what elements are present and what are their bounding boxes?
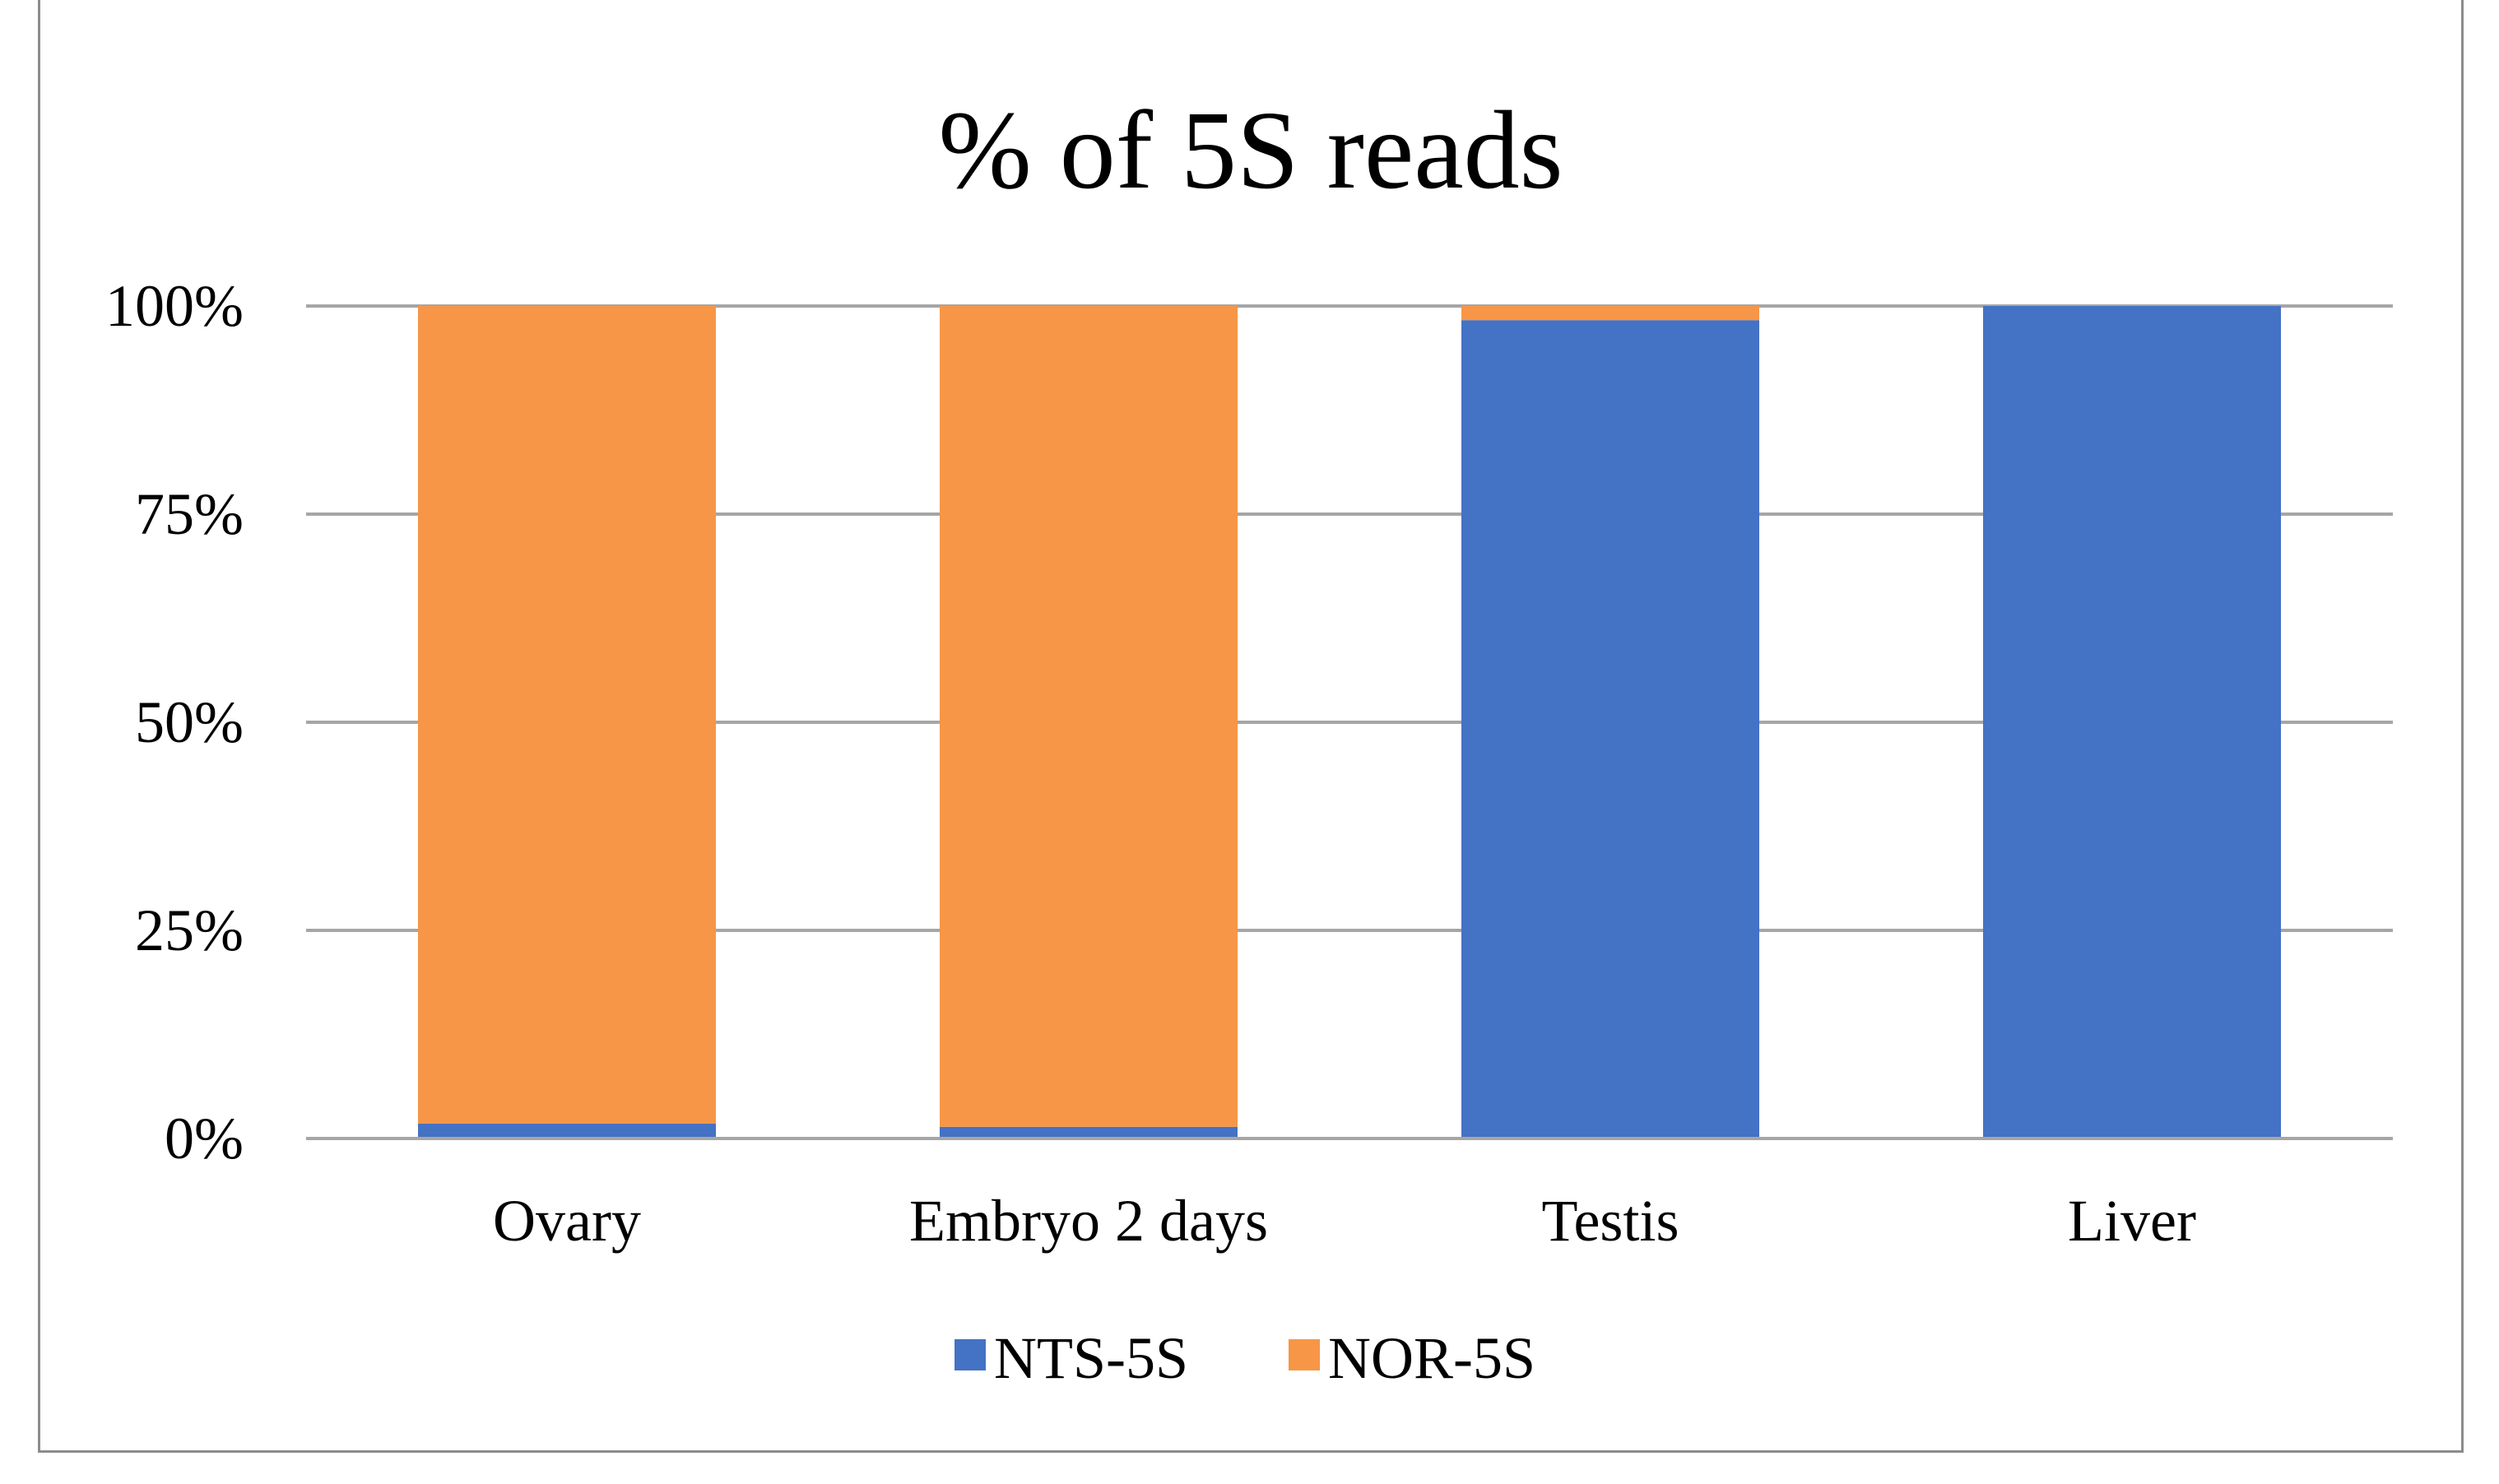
bar-1-2 (1461, 306, 1759, 321)
x-tick-label: Ovary (493, 1188, 641, 1254)
y-tick-label: 50% (135, 689, 244, 755)
bar-0-2 (1461, 320, 1759, 1139)
bars (306, 306, 2393, 1140)
bar-0-0 (418, 1123, 716, 1139)
legend-item: NOR-5S (1289, 1325, 1535, 1391)
legend-swatch (955, 1339, 986, 1370)
x-tick-label: Testis (1542, 1188, 1679, 1254)
legend-swatch (1289, 1339, 1320, 1370)
legend: NTS-5S NOR-5S (955, 1325, 1535, 1391)
y-tick-label: 100% (105, 273, 244, 339)
bar-1-1 (940, 306, 1238, 1127)
x-tick-label: Liver (2068, 1188, 2196, 1254)
bar-1-0 (418, 306, 716, 1124)
y-tick-label: 25% (135, 897, 244, 963)
y-axis-tick-labels: 0% 25% 50% 75% 100% (105, 273, 244, 1171)
x-tick-label: Embryo 2 days (909, 1188, 1268, 1254)
chart-frame (38, 0, 2464, 1453)
y-tick-label: 75% (135, 481, 244, 547)
legend-label: NOR-5S (1328, 1325, 1535, 1391)
legend-item: NTS-5S (955, 1325, 1188, 1391)
chart-title: % of 5S reads (938, 89, 1563, 212)
bar-0-1 (940, 1126, 1238, 1139)
x-axis-category-labels: Ovary Embryo 2 days Testis Liver (493, 1188, 2196, 1254)
y-tick-label: 0% (165, 1106, 244, 1171)
bar-0-3 (1983, 306, 2281, 1139)
legend-label: NTS-5S (994, 1325, 1188, 1391)
